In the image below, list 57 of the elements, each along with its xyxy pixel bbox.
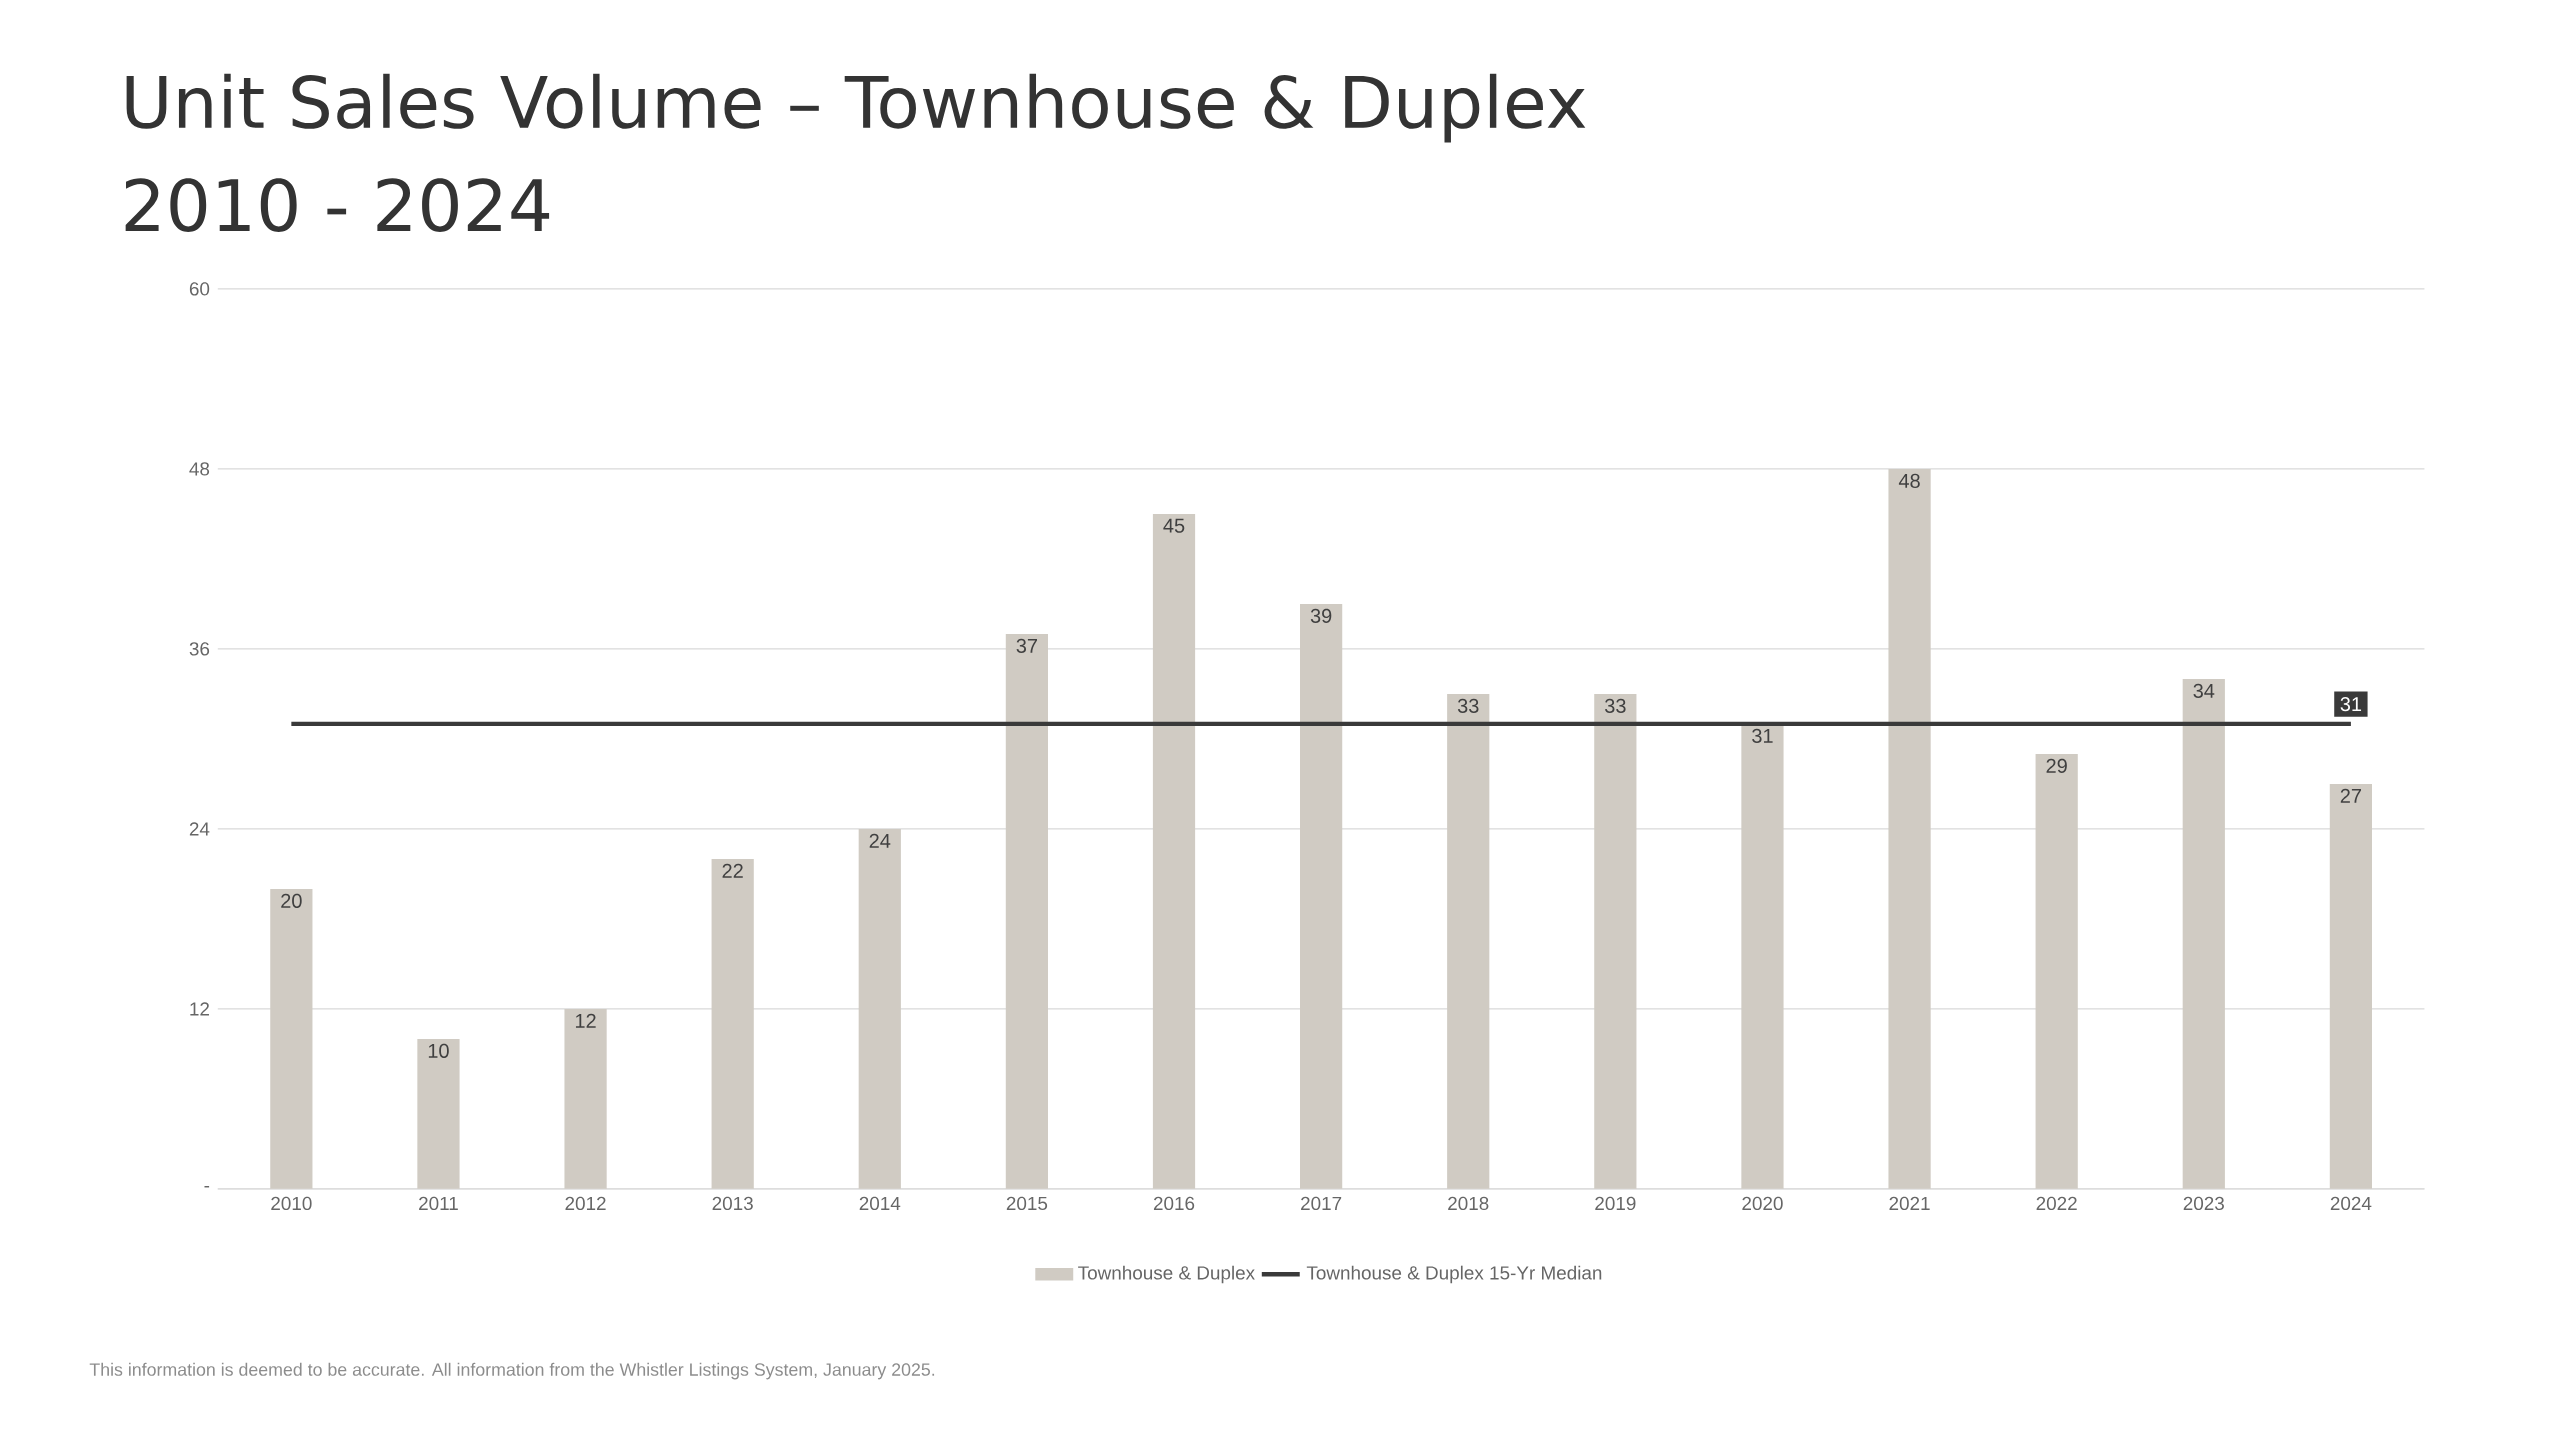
data-label: 20 bbox=[281, 893, 302, 908]
data-label: 24 bbox=[869, 833, 891, 848]
data-label: 31 bbox=[1752, 728, 1773, 743]
bar bbox=[1447, 693, 1490, 1189]
bar bbox=[1005, 633, 1049, 1189]
y-tick-label: 12 bbox=[190, 1002, 209, 1016]
x-tick-label: 2012 bbox=[565, 1196, 606, 1211]
bar bbox=[1741, 723, 1784, 1189]
x-tick-label: 2014 bbox=[859, 1196, 901, 1211]
x-tick-label: 2019 bbox=[1595, 1196, 1636, 1211]
y-tick-label: 24 bbox=[189, 822, 210, 836]
data-label: 37 bbox=[1016, 638, 1037, 653]
x-tick-label: 2011 bbox=[419, 1196, 458, 1211]
data-label: 10 bbox=[428, 1043, 449, 1058]
data-label: 33 bbox=[1457, 698, 1479, 713]
legend-label: Townhouse & Duplex bbox=[1078, 1265, 1255, 1284]
bar bbox=[1594, 693, 1637, 1189]
x-tick-label: 2010 bbox=[271, 1196, 312, 1211]
data-label: 45 bbox=[1163, 518, 1185, 533]
bar bbox=[858, 828, 901, 1189]
y-tick-label: 36 bbox=[189, 642, 210, 656]
data-label: 12 bbox=[575, 1013, 596, 1028]
x-tick-label: 2015 bbox=[1006, 1196, 1048, 1211]
x-tick-label: 2021 bbox=[1889, 1196, 1930, 1211]
chart-subtitle: 2010 - 2024 bbox=[125, 178, 550, 232]
data-label: 39 bbox=[1310, 608, 1332, 623]
text: This information is deemed to be accurate. All information from the Whistler Listings System, January 2025. bbox=[89, 1362, 935, 1380]
x-tick-label: 2024 bbox=[2330, 1196, 2372, 1211]
x-tick-label: 2022 bbox=[2036, 1196, 2077, 1211]
data-label: 27 bbox=[2340, 788, 2361, 803]
data-label: 31 bbox=[2340, 697, 2362, 712]
bar bbox=[711, 858, 754, 1189]
x-tick-label: 2023 bbox=[2183, 1196, 2224, 1211]
bar bbox=[2182, 678, 2225, 1189]
legend-label: Townhouse & Duplex 15-Yr Median bbox=[1306, 1265, 1602, 1284]
bar bbox=[417, 1038, 460, 1189]
y-tick-label: 60 bbox=[189, 282, 210, 296]
x-tick-label: 2016 bbox=[1153, 1196, 1195, 1211]
x-tick-label: 2020 bbox=[1742, 1196, 1783, 1211]
data-label: 48 bbox=[1898, 473, 1920, 488]
data-label: 33 bbox=[1604, 698, 1626, 713]
bar bbox=[270, 888, 313, 1189]
y-tick-label: 48 bbox=[189, 462, 210, 476]
bar bbox=[1152, 513, 1196, 1189]
x-tick-label: 2017 bbox=[1301, 1196, 1342, 1211]
chart-title: Unit Sales Volume – Townhouse & Duplex bbox=[126, 73, 1586, 143]
bar bbox=[1300, 603, 1343, 1189]
bar bbox=[1888, 468, 1931, 1189]
data-label: 29 bbox=[2046, 758, 2067, 773]
data-label: 34 bbox=[2193, 683, 2215, 698]
bar bbox=[2035, 753, 2078, 1189]
data-label: 22 bbox=[722, 863, 743, 878]
bar bbox=[564, 1008, 607, 1189]
x-tick-label: 2018 bbox=[1448, 1196, 1489, 1211]
x-tick-label: 2013 bbox=[712, 1196, 753, 1211]
bar bbox=[2329, 783, 2373, 1189]
y-tick-label: - bbox=[204, 1186, 210, 1188]
